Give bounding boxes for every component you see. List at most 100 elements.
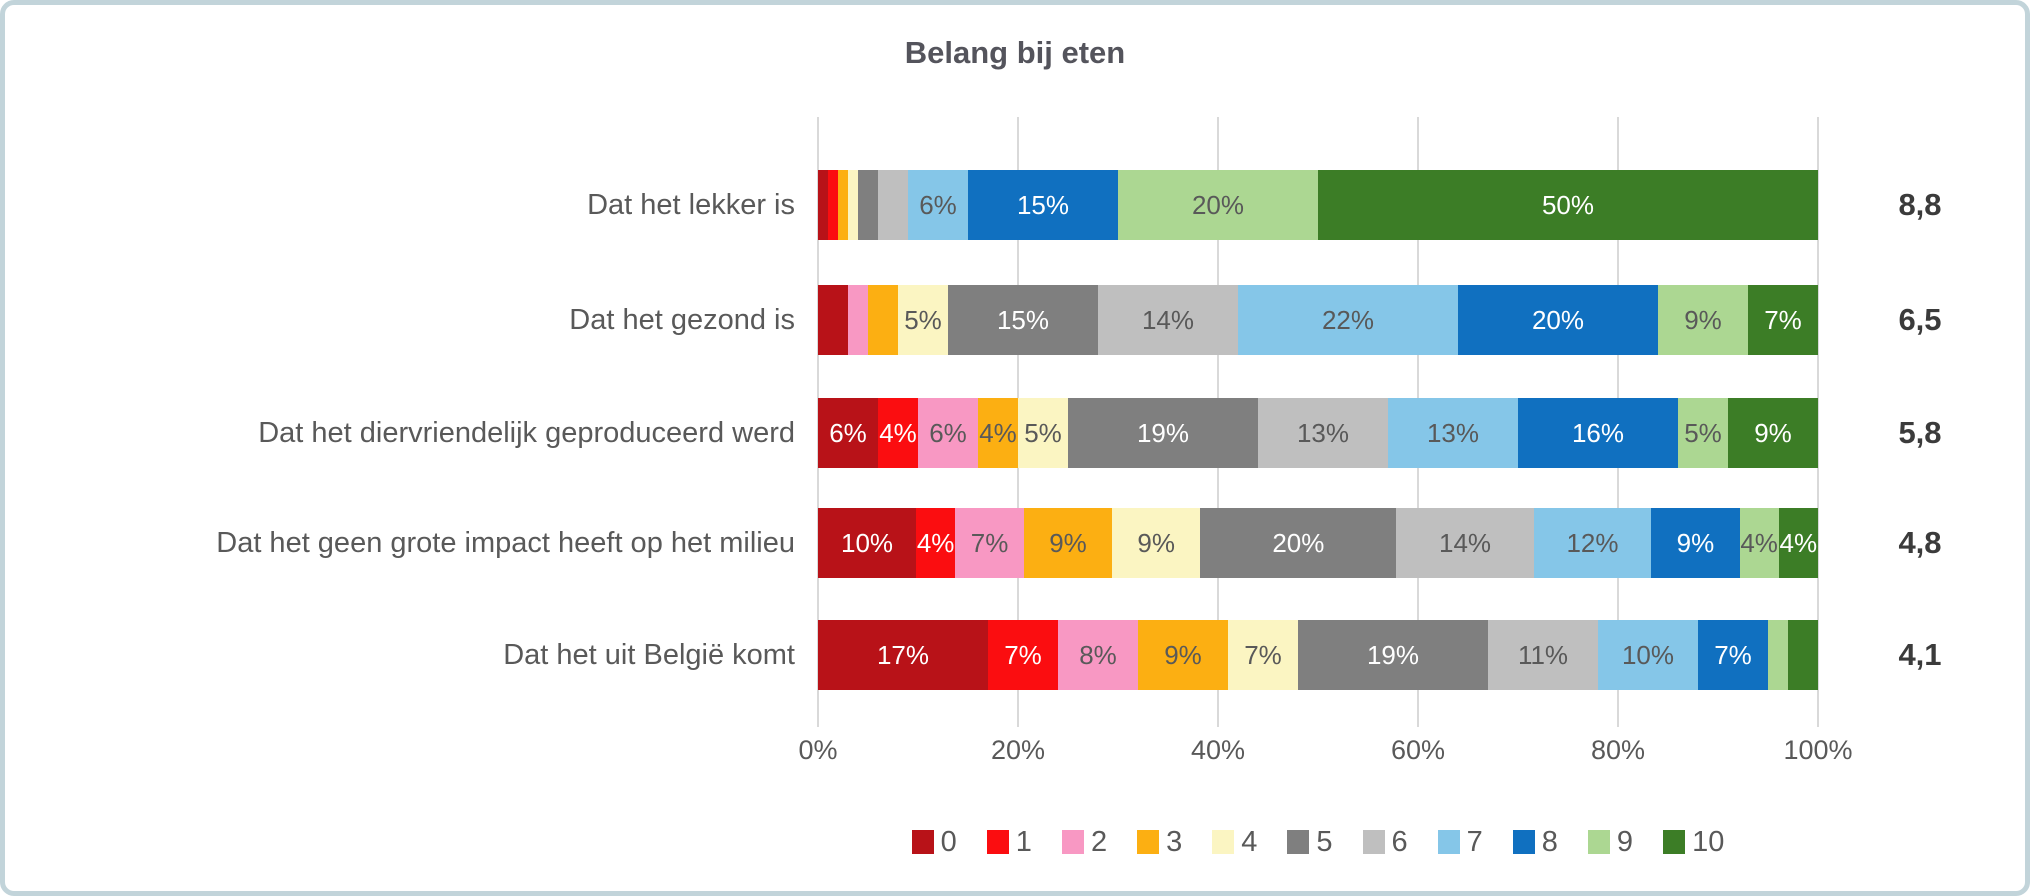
segment-score-7: 10%: [1598, 620, 1698, 690]
legend-label: 7: [1466, 825, 1483, 858]
segment-score-0: 10%: [818, 508, 917, 578]
segment-score-5: 20%: [1200, 508, 1397, 578]
segment-value-label: 7%: [1714, 639, 1752, 670]
legend-label: 1: [1015, 825, 1032, 858]
segment-score-0: [818, 285, 848, 355]
segment-score-10: 9%: [1728, 398, 1818, 468]
segment-value-label: 14%: [1439, 527, 1492, 558]
segment-score-6: 13%: [1258, 398, 1388, 468]
segment-score-10: 50%: [1318, 170, 1818, 240]
axis-tick-label: 20%: [990, 735, 1046, 765]
segment-score-9: 9%: [1658, 285, 1748, 355]
category-label: Dat het geen grote impact heeft op het m…: [216, 527, 795, 559]
legend-swatch-icon: [1437, 830, 1460, 854]
legend-item-7: 7: [1437, 825, 1483, 859]
axis-tick-label: 40%: [1190, 735, 1246, 765]
segment-value-label: 15%: [1016, 189, 1070, 220]
category-label: Dat het gezond is: [569, 304, 795, 336]
segment-score-9: 5%: [1678, 398, 1728, 468]
mean-value: 5,8: [1898, 415, 1942, 450]
mean-value: 4,8: [1898, 525, 1942, 560]
segment-score-5: 19%: [1068, 398, 1258, 468]
segment-value-label: 6%: [929, 417, 967, 448]
segment-value-label: 9%: [1137, 527, 1175, 558]
segment-score-4: 5%: [898, 285, 948, 355]
segment-value-label: 5%: [1684, 417, 1722, 448]
segment-value-label: 13%: [1296, 417, 1350, 448]
segment-score-5: 19%: [1298, 620, 1488, 690]
segment-score-5: [858, 170, 878, 240]
segment-score-6: 14%: [1098, 285, 1238, 355]
axis-tick-label: 80%: [1590, 735, 1646, 765]
segment-value-label: 19%: [1366, 639, 1420, 670]
legend-item-3: 3: [1137, 826, 1182, 859]
mean-value: 6,5: [1898, 302, 1942, 337]
segment-score-0: [818, 170, 828, 240]
segment-value-label: 5%: [904, 304, 942, 335]
segment-value-label: 7%: [1004, 639, 1042, 670]
gridline-100%: [1817, 117, 1819, 727]
category-label: Dat het lekker is: [587, 189, 795, 221]
segment-score-2: 8%: [1058, 620, 1138, 690]
segment-score-4: 7%: [1228, 620, 1298, 690]
legend-label: 4: [1241, 825, 1258, 858]
segment-score-3: 4%: [978, 398, 1018, 468]
legend-label: 9: [1616, 825, 1634, 858]
segment-value-label: 50%: [1541, 189, 1595, 220]
legend-swatch-icon: [1212, 830, 1235, 854]
segment-score-6: 11%: [1488, 620, 1598, 690]
segment-score-1: [828, 170, 838, 240]
segment-score-8: 16%: [1518, 398, 1678, 468]
segment-score-7: 6%: [908, 170, 968, 240]
legend-item-10: 10: [1663, 826, 1724, 859]
segment-score-8: 9%: [1651, 508, 1740, 578]
segment-score-10: 7%: [1748, 285, 1818, 355]
segment-value-label: 8%: [1079, 639, 1117, 670]
segment-score-9: [1768, 620, 1788, 690]
legend-item-5: 5: [1287, 826, 1333, 859]
segment-value-label: 17%: [876, 639, 930, 670]
mean-value: 4,1: [1898, 637, 1942, 672]
segment-value-label: 9%: [1684, 304, 1722, 335]
segment-score-0: 6%: [818, 398, 878, 468]
segment-score-5: 15%: [948, 285, 1098, 355]
segment-value-label: 4%: [879, 417, 917, 448]
legend-swatch-icon: [1061, 830, 1084, 854]
segment-score-6: [878, 170, 908, 240]
segment-score-1: 4%: [916, 508, 956, 578]
segment-value-label: 4%: [1740, 527, 1778, 558]
legend: 0 1 2 3 4 5 6 7 8 9 10: [768, 819, 1868, 865]
segment-score-4: 5%: [1018, 398, 1068, 468]
segment-score-8: 7%: [1698, 620, 1768, 690]
legend-label: 0: [940, 825, 957, 858]
segment-score-6: 14%: [1396, 508, 1534, 578]
segment-value-label: 6%: [919, 189, 957, 220]
segment-value-label: 16%: [1571, 417, 1625, 448]
segment-score-9: 4%: [1739, 508, 1779, 578]
segment-score-9: 20%: [1118, 170, 1318, 240]
segment-score-1: 4%: [878, 398, 918, 468]
axis-tick-label: 100%: [1783, 735, 1853, 765]
legend-swatch-icon: [911, 830, 934, 854]
segment-score-3: 9%: [1138, 620, 1228, 690]
segment-score-4: 9%: [1112, 508, 1201, 578]
segment-value-label: 22%: [1321, 304, 1375, 335]
plot-area: 6% 15% 20% 50% 5% 15% 14% 22% 20% 9% 7% 6% 4% 6% 4% 5% 1…: [817, 117, 1819, 727]
axis-tick-label: 0%: [798, 735, 838, 765]
segment-value-label: 20%: [1531, 304, 1585, 335]
segment-value-label: 9%: [1049, 527, 1087, 558]
bar-row-2: 5% 15% 14% 22% 20% 9% 7%: [818, 285, 1818, 355]
legend-item-6: 6: [1362, 826, 1408, 859]
segment-score-10: [1788, 620, 1818, 690]
segment-value-label: 11%: [1517, 639, 1569, 670]
segment-value-label: 9%: [1676, 527, 1715, 558]
segment-value-label: 20%: [1272, 527, 1325, 558]
legend-label: 8: [1541, 825, 1558, 858]
chart-title: Belang bij eten: [904, 35, 1126, 70]
bar-row-4: 10% 4% 7% 9% 9% 20% 14% 12% 9% 4% 4%: [818, 508, 1818, 578]
segment-score-8: 20%: [1458, 285, 1658, 355]
legend-item-8: 8: [1512, 825, 1558, 859]
legend-swatch-icon: [1137, 830, 1160, 854]
segment-value-label: 19%: [1136, 417, 1190, 448]
